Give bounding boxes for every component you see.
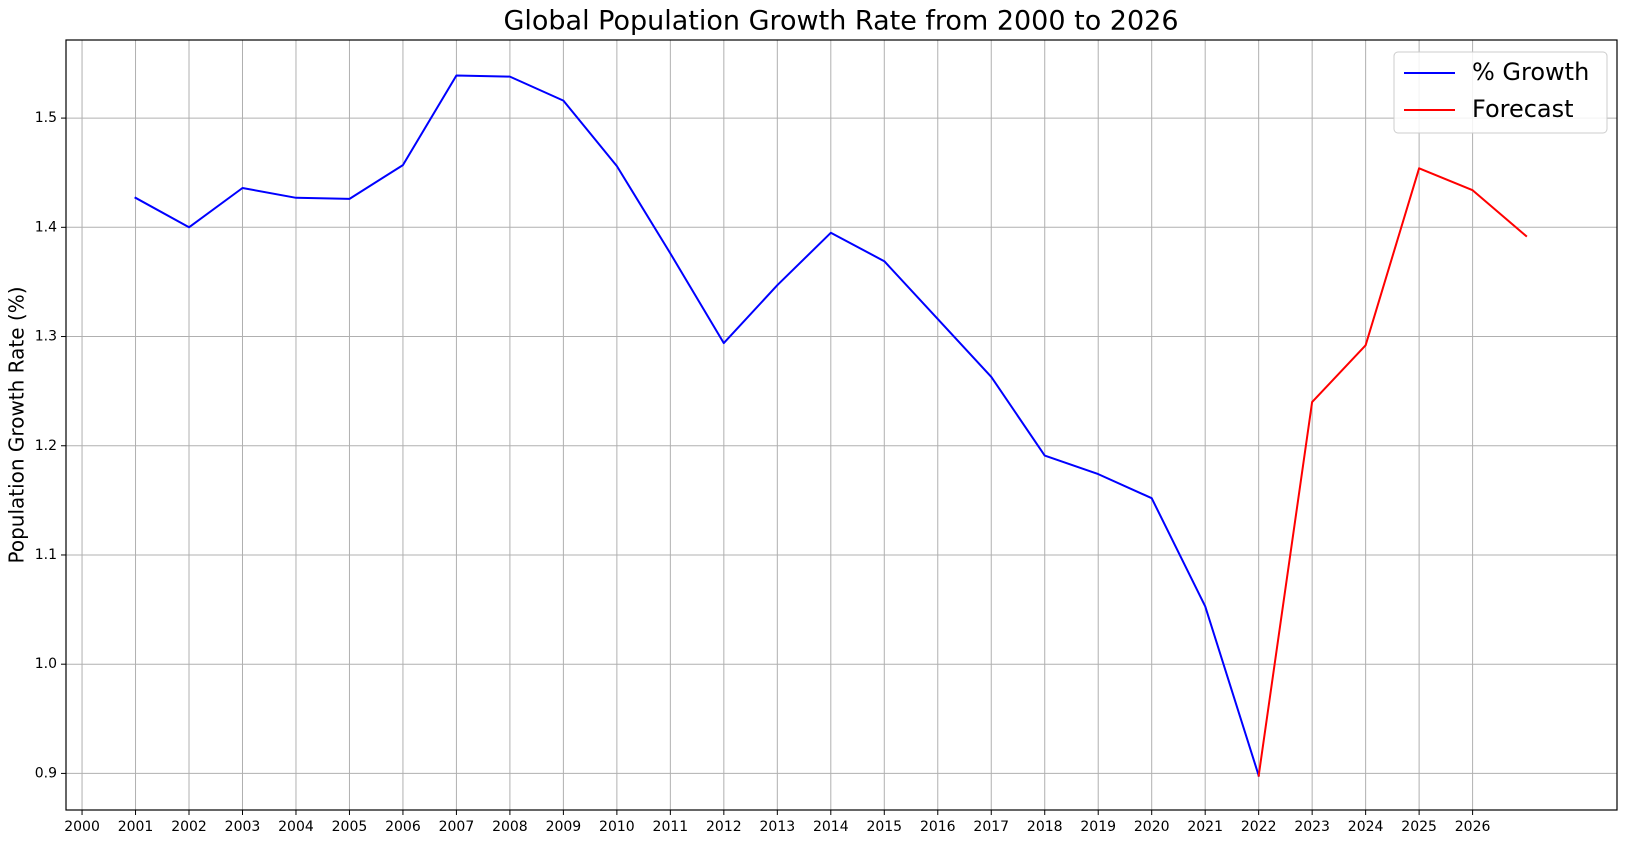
x-tick-label: 2021 bbox=[1187, 819, 1223, 835]
x-tick-label: 2007 bbox=[439, 819, 475, 835]
x-tick-label: 2013 bbox=[760, 819, 796, 835]
x-tick-label: 2011 bbox=[653, 819, 689, 835]
x-tick-label: 2006 bbox=[385, 819, 421, 835]
x-tick-label: 2019 bbox=[1080, 819, 1116, 835]
x-tick-label: 2022 bbox=[1241, 819, 1277, 835]
plot-frame bbox=[65, 39, 1618, 811]
x-tick-label: 2020 bbox=[1134, 819, 1170, 835]
y-tick-label: 1.4 bbox=[35, 219, 57, 235]
x-tick-label: 2026 bbox=[1455, 819, 1491, 835]
x-tick-label: 2010 bbox=[599, 819, 635, 835]
x-tick-label: 2001 bbox=[118, 819, 154, 835]
legend: % Growth Forecast bbox=[1393, 51, 1608, 134]
grid-layer bbox=[66, 40, 1617, 810]
x-tick-label: 2018 bbox=[1027, 819, 1063, 835]
x-tick-label: 2015 bbox=[866, 819, 902, 835]
legend-label: Forecast bbox=[1472, 95, 1574, 123]
legend-label: % Growth bbox=[1472, 58, 1589, 86]
x-tick-label: 2008 bbox=[492, 819, 528, 835]
y-tick-label: 0.9 bbox=[35, 765, 57, 781]
y-tick-label: 1.3 bbox=[35, 329, 57, 345]
series-line-forecast bbox=[1257, 167, 1528, 777]
x-tick-label: 2002 bbox=[171, 819, 207, 835]
x-tick-label: 2025 bbox=[1401, 819, 1437, 835]
series-line-growth bbox=[134, 74, 1260, 777]
x-tick-label: 2005 bbox=[332, 819, 368, 835]
x-tick-label: 2017 bbox=[973, 819, 1009, 835]
x-tick-label: 2024 bbox=[1348, 819, 1384, 835]
chart-title: Global Population Growth Rate from 2000 … bbox=[503, 6, 1178, 37]
axes-layer: 2000 2001 2002 2003 2004 2005 2006 2007 2008 2009… bbox=[35, 39, 1618, 835]
y-axis-label: Population Growth Rate (%) bbox=[5, 286, 29, 563]
x-tick-label: 2014 bbox=[813, 819, 849, 835]
x-tick-label: 2004 bbox=[278, 819, 314, 835]
y-tick-label: 1.2 bbox=[35, 438, 57, 454]
x-tick-label: 2003 bbox=[225, 819, 261, 835]
y-tick-label: 1.0 bbox=[35, 656, 57, 672]
x-tick-label: 2012 bbox=[706, 819, 742, 835]
x-tick-label: 2023 bbox=[1294, 819, 1330, 835]
y-tick-label: 1.1 bbox=[35, 547, 57, 563]
series-layer bbox=[134, 74, 1528, 777]
x-tick-label: 2000 bbox=[64, 819, 100, 835]
y-tick-label: 1.5 bbox=[35, 110, 57, 126]
x-tick-label: 2016 bbox=[920, 819, 956, 835]
x-tick-label: 2009 bbox=[546, 819, 582, 835]
